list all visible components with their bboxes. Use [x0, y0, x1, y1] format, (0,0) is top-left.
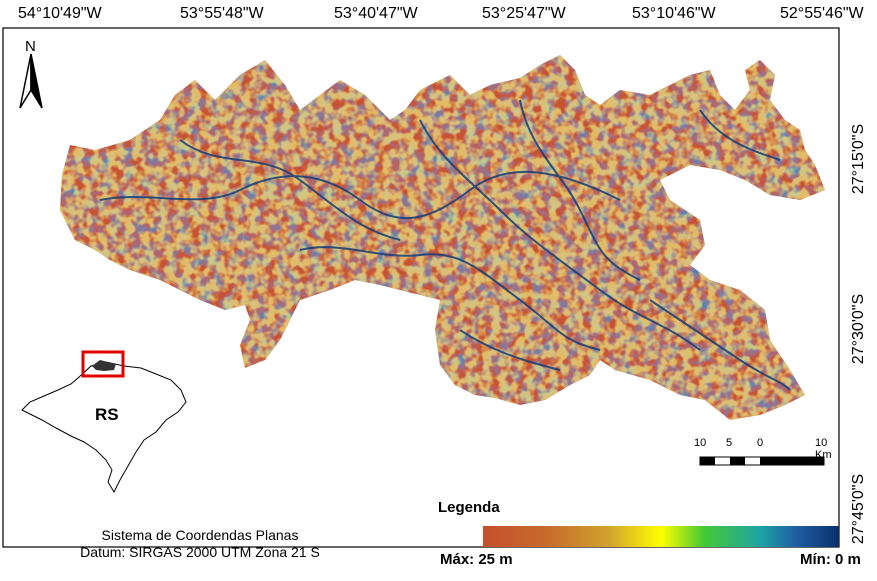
longitude-label: 53°25'47"W — [482, 5, 566, 22]
inset-map — [21, 350, 187, 494]
coordinate-system-line: Sistema de Coordendas Planas — [101, 527, 299, 543]
legend-color-ramp — [483, 526, 839, 547]
scale-tick: 5 — [726, 437, 733, 449]
drainage-network — [99, 99, 791, 391]
scale-tick: 10 — [694, 437, 707, 449]
legend-max-label: Máx: 25 m — [440, 551, 513, 568]
longitude-label: 53°10'46"W — [632, 5, 716, 22]
longitude-label: 52°55'46"W — [780, 5, 864, 22]
scale-tick: 10 Km — [815, 437, 832, 461]
map-neatline — [2, 27, 840, 548]
scale-tick: 0 — [757, 437, 764, 449]
study-area-box — [81, 350, 125, 378]
longitude-label: 53°55'48"W — [180, 5, 264, 22]
north-label: N — [25, 38, 36, 55]
longitude-label: 54°10'49"W — [18, 5, 102, 22]
legend-min-label: Mín: 0 m — [800, 551, 861, 568]
state-outline — [21, 361, 187, 494]
north-arrow-icon — [19, 53, 43, 109]
longitude-label: 53°40'47"W — [334, 5, 418, 22]
coordinate-system-note: Sistema de Coordendas Planas Datum: SIRG… — [50, 527, 350, 561]
legend-title: Legenda — [438, 499, 500, 516]
scale-bar — [699, 456, 825, 466]
inset-state-label: RS — [95, 405, 119, 424]
datum-line: Datum: SIRGAS 2000 UTM Zona 21 S — [80, 544, 320, 560]
